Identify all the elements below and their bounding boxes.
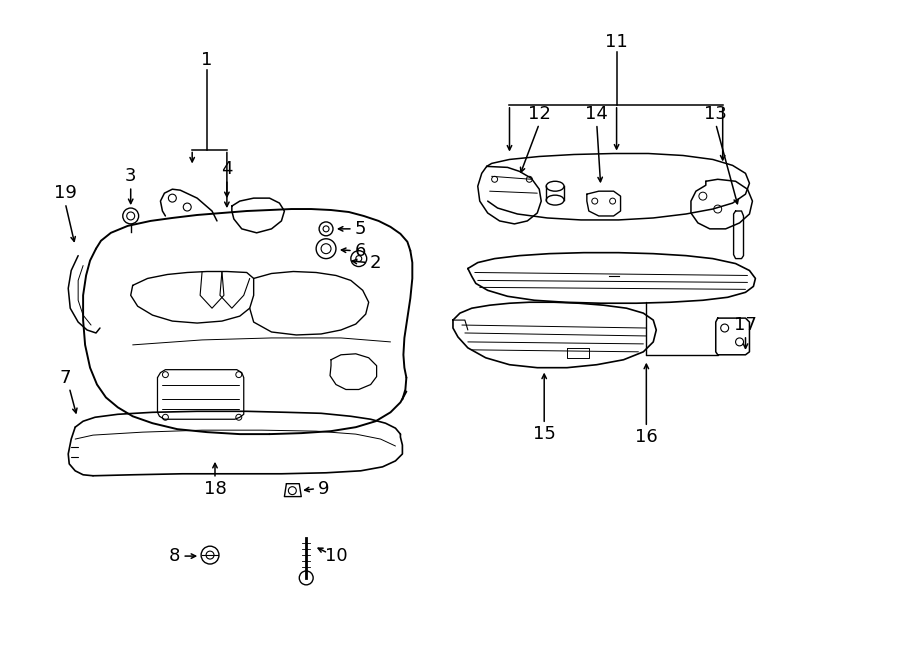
Text: 9: 9: [319, 480, 329, 498]
Text: 10: 10: [325, 547, 347, 565]
Text: 17: 17: [734, 316, 757, 334]
Text: 12: 12: [527, 105, 551, 123]
Text: 4: 4: [221, 161, 232, 178]
Text: 3: 3: [125, 167, 137, 185]
Text: 5: 5: [355, 220, 366, 238]
Text: 7: 7: [59, 369, 71, 387]
Text: 8: 8: [168, 547, 180, 565]
Text: 18: 18: [203, 480, 227, 498]
Text: 11: 11: [605, 34, 628, 52]
Text: 19: 19: [54, 184, 76, 202]
Text: 16: 16: [635, 428, 658, 446]
Text: 15: 15: [533, 425, 555, 443]
Text: 1: 1: [202, 52, 212, 69]
Text: 2: 2: [370, 254, 382, 272]
Text: 13: 13: [705, 105, 727, 123]
Text: 14: 14: [585, 105, 608, 123]
Text: 6: 6: [356, 242, 366, 260]
